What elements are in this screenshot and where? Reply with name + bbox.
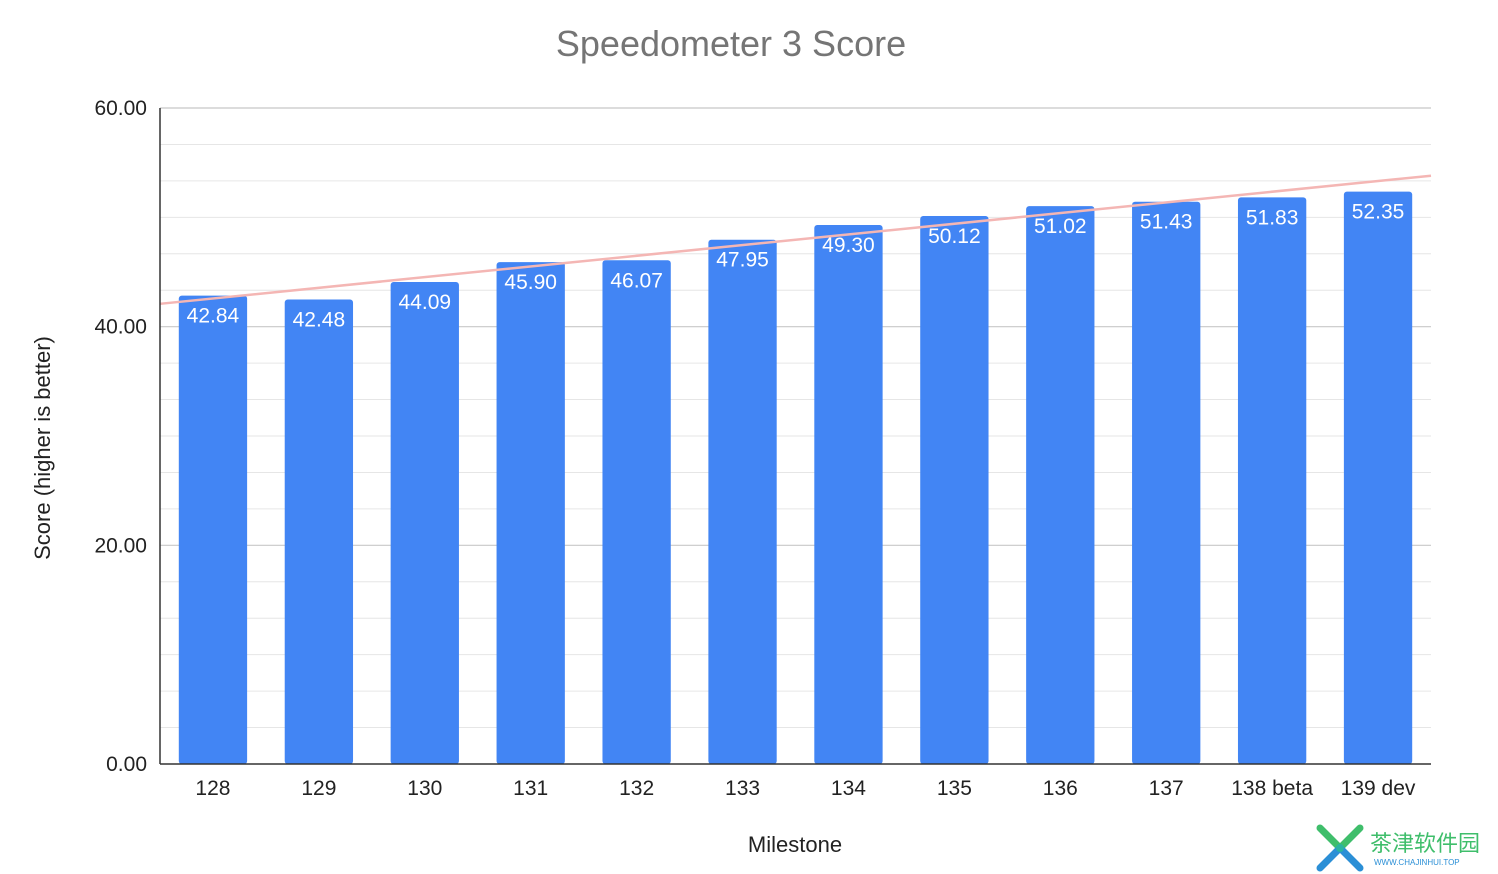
bar-138-beta: [1237, 197, 1307, 765]
x-tick-label: 138 beta: [1231, 777, 1313, 800]
data-label: 42.48: [293, 309, 346, 332]
x-tick-label: 128: [195, 777, 230, 800]
bar-136: [1026, 206, 1095, 764]
data-label: 46.07: [610, 269, 663, 292]
watermark-subtext: WWW.CHAJINHUI.TOP: [1374, 858, 1460, 867]
data-label: 45.90: [504, 271, 557, 294]
y-axis-title: Score (higher is better): [30, 336, 55, 560]
x-tick-label: 133: [725, 777, 760, 800]
trendline: [159, 174, 1432, 306]
y-tick-labels: 0.00 20.00 40.00 60.00: [94, 97, 147, 776]
bar-131: [496, 262, 565, 764]
y-tick-label: 60.00: [94, 97, 147, 120]
bar-137: [1132, 201, 1201, 764]
gridlines: [160, 107, 1431, 729]
axes: [159, 108, 1431, 765]
y-tick-label: 20.00: [94, 534, 147, 557]
bars: [178, 191, 1413, 765]
bar-128: [178, 295, 248, 764]
x-tick-label: 137: [1149, 777, 1184, 800]
watermark: 茶津软件园 WWW.CHAJINHUI.TOP: [1316, 824, 1480, 872]
watermark-logo-icon: [1316, 824, 1364, 872]
bar-133: [708, 239, 777, 764]
data-label: 47.95: [716, 249, 769, 272]
data-label: 42.84: [187, 305, 240, 328]
data-label: 51.02: [1034, 215, 1087, 238]
x-tick-label: 134: [831, 777, 866, 800]
chart-title: Speedometer 3 Score: [556, 23, 906, 64]
watermark-text: 茶津软件园: [1370, 832, 1480, 857]
bar-132: [602, 260, 671, 764]
bar-129: [284, 299, 354, 764]
trendline-group: [159, 174, 1432, 306]
x-axis-title: Milestone: [748, 832, 842, 857]
x-tick-label: 135: [937, 777, 972, 800]
x-tick-label: 131: [513, 777, 548, 800]
data-label: 51.43: [1140, 211, 1193, 234]
x-tick-labels: 128 129 130 131 132 133 134 135 136 137 138 beta 13…: [195, 777, 1415, 800]
x-tick-label: 129: [301, 777, 336, 800]
bar-labels: 42.84 42.48 44.09 45.90 46.07 47.95 49.30 50.12…: [187, 201, 1405, 332]
bar-135: [920, 216, 989, 764]
data-label: 49.30: [822, 234, 875, 257]
data-label: 44.09: [399, 291, 452, 314]
x-tick-label: 130: [407, 777, 442, 800]
bar-130: [390, 281, 459, 764]
x-tick-label: 139 dev: [1341, 777, 1416, 800]
bar-134: [814, 224, 883, 764]
bar-139-dev: [1343, 191, 1413, 764]
y-tick-label: 40.00: [94, 316, 147, 339]
data-label: 51.83: [1246, 206, 1299, 229]
data-label: 52.35: [1352, 201, 1405, 224]
x-tick-label: 132: [619, 777, 654, 800]
data-label: 50.12: [928, 225, 981, 248]
x-tick-label: 136: [1043, 777, 1078, 800]
y-tick-label: 0.00: [106, 753, 147, 776]
